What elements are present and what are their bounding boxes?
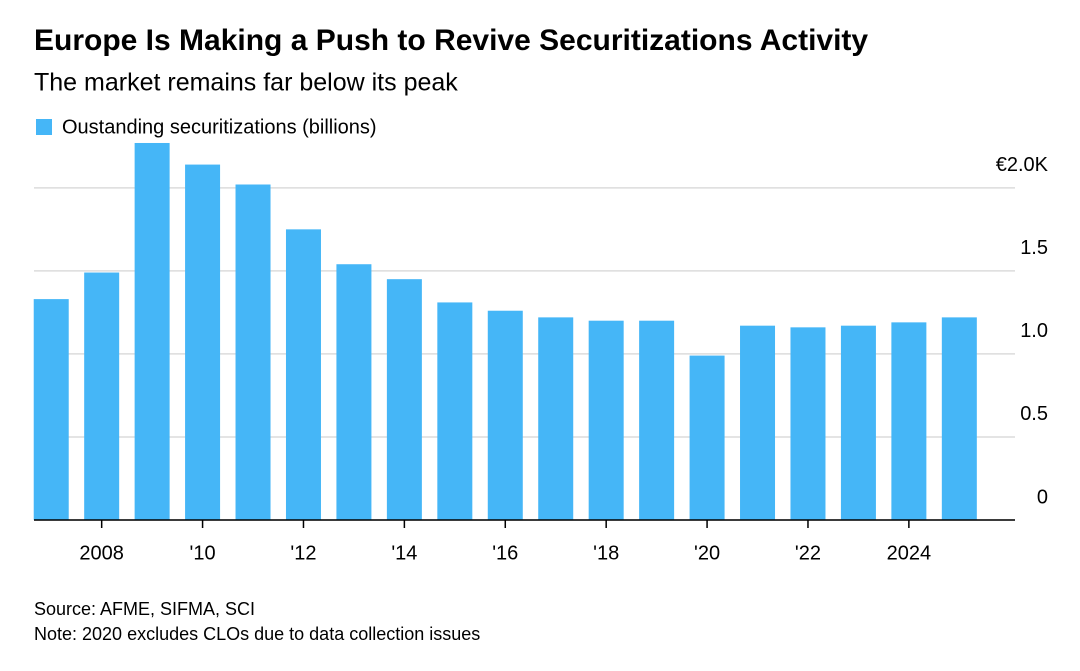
bar bbox=[891, 322, 927, 520]
x-tick-label: '12 bbox=[290, 542, 316, 564]
x-tick-label: '22 bbox=[795, 542, 821, 564]
bar bbox=[740, 325, 776, 520]
bar bbox=[84, 272, 120, 520]
bar bbox=[134, 142, 170, 520]
x-tick-label: 2008 bbox=[79, 542, 124, 564]
bar bbox=[235, 184, 271, 521]
x-tick-label: '20 bbox=[694, 542, 720, 564]
y-tick-label: 0 bbox=[1037, 486, 1048, 508]
bar bbox=[941, 317, 977, 520]
bar bbox=[538, 317, 574, 520]
x-tick-label: 2024 bbox=[887, 542, 932, 564]
chart-subtitle: The market remains far below its peak bbox=[34, 69, 458, 97]
bar bbox=[185, 164, 221, 520]
x-tick-label: '14 bbox=[391, 542, 417, 564]
bar bbox=[840, 325, 876, 520]
source: Source: AFME, SIFMA, SCI bbox=[34, 599, 255, 619]
bar bbox=[437, 302, 473, 520]
bar bbox=[689, 355, 725, 520]
bar bbox=[487, 310, 523, 520]
bar bbox=[336, 264, 372, 520]
bar bbox=[285, 229, 321, 520]
bar bbox=[386, 279, 422, 520]
note: Note: 2020 excludes CLOs due to data col… bbox=[34, 624, 480, 644]
legend-swatch bbox=[36, 119, 52, 135]
y-tick-label: 1.5 bbox=[1020, 237, 1048, 259]
bar bbox=[33, 299, 69, 520]
y-tick-label: €2.0K bbox=[996, 154, 1049, 176]
x-tick-label: '10 bbox=[190, 542, 216, 564]
chart-title: Europe Is Making a Push to Revive Securi… bbox=[34, 24, 868, 57]
x-tick-label: '18 bbox=[593, 542, 619, 564]
bar bbox=[639, 320, 675, 520]
bar bbox=[790, 327, 826, 520]
legend-label: Oustanding securitizations (billions) bbox=[62, 116, 377, 138]
x-tick-label: '16 bbox=[492, 542, 518, 564]
y-tick-label: 0.5 bbox=[1020, 403, 1048, 425]
y-tick-label: 1.0 bbox=[1020, 320, 1048, 342]
bar bbox=[588, 320, 624, 520]
